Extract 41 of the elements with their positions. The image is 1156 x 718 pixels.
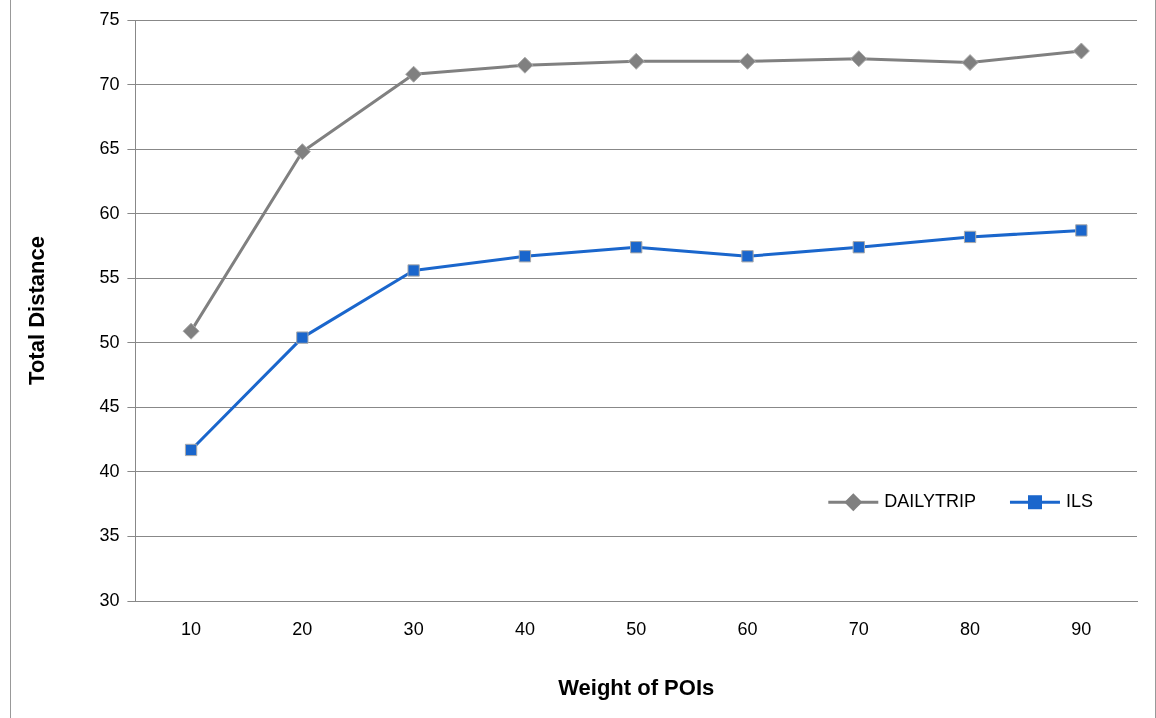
point <box>516 56 534 74</box>
y-tick-label: 65 <box>99 138 120 159</box>
point <box>405 65 423 83</box>
x-tick-label: 60 <box>737 618 758 639</box>
y-tick-label: 35 <box>99 525 120 546</box>
point <box>1075 224 1088 237</box>
legend-label: DAILYTRIP <box>884 491 976 512</box>
x-tick-label: 30 <box>403 618 424 639</box>
y-tick-label: 75 <box>99 8 120 29</box>
y-tick-label: 40 <box>99 460 120 481</box>
x-tick-label: 80 <box>960 618 981 639</box>
point <box>182 322 200 340</box>
x-tick-label: 70 <box>848 618 869 639</box>
point <box>741 250 754 263</box>
point <box>850 50 868 68</box>
y-tick-label: 70 <box>99 73 120 94</box>
x-tick-label: 20 <box>292 618 313 639</box>
point <box>963 230 977 244</box>
y-tick-label: 45 <box>99 396 120 417</box>
y-axis-title: Total Distance <box>24 236 50 385</box>
x-tick-label: 40 <box>514 618 535 639</box>
y-tick-label: 55 <box>99 267 120 288</box>
point <box>627 52 645 70</box>
point <box>296 331 309 344</box>
point <box>1072 42 1090 60</box>
point <box>407 264 420 277</box>
x-tick-label: 50 <box>626 618 647 639</box>
point <box>961 54 979 72</box>
point <box>630 241 643 254</box>
x-tick-label: 10 <box>181 618 202 639</box>
point <box>293 143 311 161</box>
point <box>739 52 756 70</box>
y-tick-label: 50 <box>99 331 120 352</box>
point <box>852 241 865 254</box>
y-tick-label: 60 <box>99 202 120 223</box>
point <box>518 250 532 263</box>
x-tick-label: 90 <box>1071 618 1092 639</box>
y-tick-label: 30 <box>99 589 120 610</box>
point <box>184 443 198 457</box>
legend-label: ILS <box>1065 491 1094 512</box>
x-axis-title: Weight of POIs <box>558 674 715 700</box>
